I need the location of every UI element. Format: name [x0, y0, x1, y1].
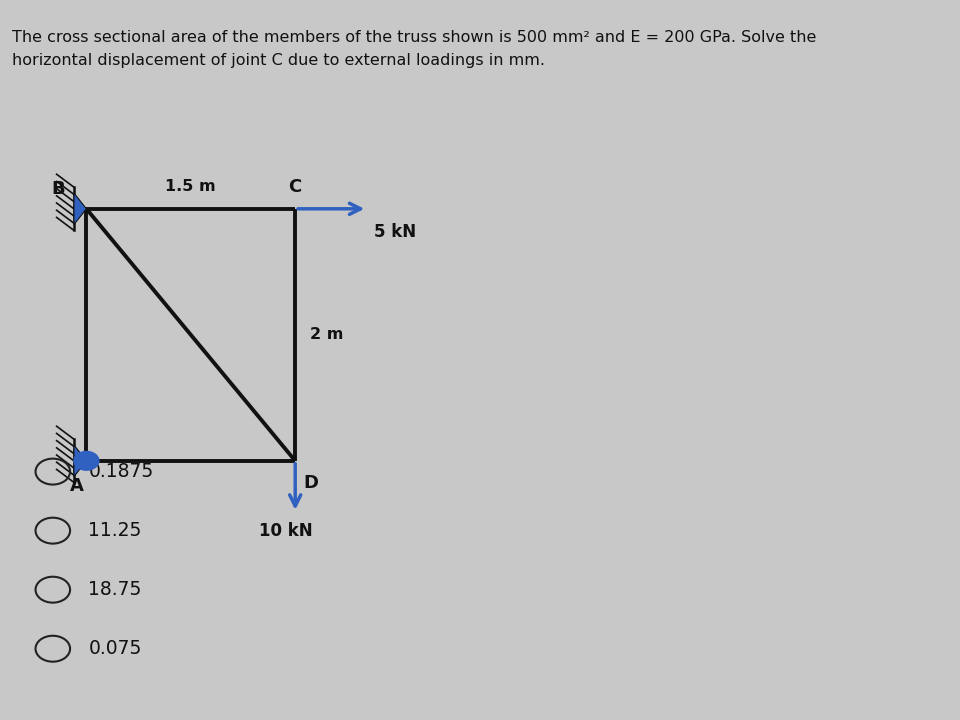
- Text: horizontal displacement of joint C due to external loadings in mm.: horizontal displacement of joint C due t…: [12, 53, 544, 68]
- Text: 10 kN: 10 kN: [259, 522, 312, 540]
- Text: C: C: [289, 178, 301, 196]
- Text: 0.1875: 0.1875: [88, 462, 154, 481]
- Text: The cross sectional area of the members of the truss shown is 500 mm² and E = 20: The cross sectional area of the members …: [12, 30, 816, 45]
- Text: 0.075: 0.075: [88, 639, 142, 658]
- Text: 11.25: 11.25: [88, 521, 142, 540]
- Circle shape: [74, 451, 99, 470]
- Text: 2 m: 2 m: [309, 328, 343, 342]
- Text: A: A: [70, 477, 84, 495]
- Polygon shape: [74, 193, 86, 225]
- Text: B: B: [52, 180, 65, 198]
- Text: 1.5 m: 1.5 m: [165, 179, 216, 194]
- Text: 18.75: 18.75: [88, 580, 142, 599]
- Text: D: D: [303, 474, 318, 492]
- Text: 5 kN: 5 kN: [374, 223, 416, 241]
- Polygon shape: [74, 445, 86, 477]
